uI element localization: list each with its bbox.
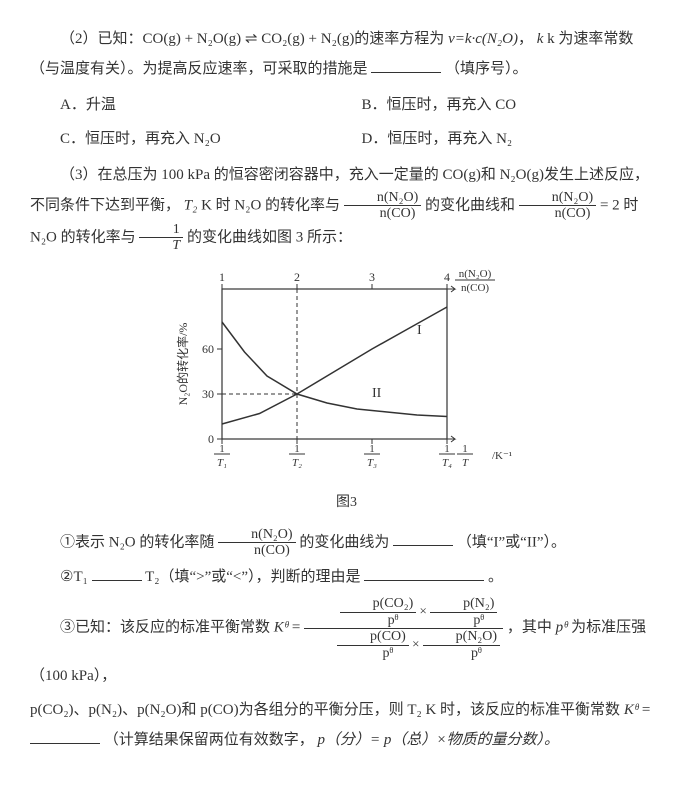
sub2-b: T₂（填“>”或“<”），判断的理由是: [145, 569, 360, 585]
svg-text:T₁: T₁: [217, 457, 227, 469]
bf-dl-d: pᶿ: [337, 646, 409, 661]
svg-text:T₃: T₃: [367, 457, 377, 469]
q2-blank[interactable]: [371, 57, 441, 73]
ratio-den: n(CO): [344, 206, 421, 221]
bf-nl: p(CO₂)pᶿ: [340, 596, 417, 628]
times1: ×: [420, 603, 427, 618]
svg-text:1: 1: [444, 443, 450, 455]
chart-container: 1234n(N₂O)n(CO)1T₁1T₂1T₃1T₄1T/K⁻¹03060N₂…: [30, 264, 663, 517]
sub2-a: ②T₁: [60, 569, 88, 585]
sub1-a: ①表示 N₂O 的转化率随: [60, 534, 218, 550]
svg-text:30: 30: [202, 387, 214, 401]
svg-text:1: 1: [462, 443, 468, 455]
sub1-frac-num: n(N₂O): [218, 527, 295, 543]
Ktheta2: Kᶿ: [624, 702, 638, 718]
sub2-blank1[interactable]: [92, 565, 142, 581]
times2: ×: [412, 636, 419, 651]
q3-intro: （3）在总压为 100 kPa 的恒容密闭容器中，充入一定量的 CO(g)和 N…: [30, 160, 663, 254]
eqval: = 2: [600, 197, 620, 213]
bf-nr-n: p(N₂): [430, 596, 497, 612]
sub3-f: （计算结果保留两位有效数字，: [104, 732, 314, 748]
svg-text:1: 1: [294, 443, 300, 455]
svg-text:0: 0: [208, 432, 214, 446]
svg-text:1: 1: [219, 443, 225, 455]
bf-dr: p(N₂O)pᶿ: [423, 629, 500, 661]
q3-c: 的变化曲线和: [425, 197, 519, 213]
ratio-num: n(N₂O): [344, 190, 421, 206]
q2-options: A．升温 B．恒压时，再充入 CO C．恒压时，再充入 N₂O D．恒压时，再充…: [60, 88, 663, 156]
rate-eq: v=k·c(N₂O): [448, 31, 518, 47]
ratio-den-2: n(CO): [519, 206, 596, 221]
big-num: p(CO₂)pᶿ × p(N₂)pᶿ: [304, 596, 503, 629]
svg-text:/K⁻¹: /K⁻¹: [492, 450, 512, 462]
sub3: ③已知：该反应的标准平衡常数 Kᶿ = p(CO₂)pᶿ × p(N₂)pᶿ p…: [30, 596, 663, 691]
sub2-blank2[interactable]: [364, 565, 484, 581]
Ktheta: Kᶿ: [274, 620, 288, 636]
svg-text:n(CO): n(CO): [460, 282, 488, 294]
sub1-blank[interactable]: [393, 530, 453, 546]
bf-nl-d: pᶿ: [340, 613, 417, 628]
svg-text:60: 60: [202, 342, 214, 356]
t2: T₂: [184, 197, 198, 213]
q3-e: 的变化曲线如图 3 所示：: [187, 229, 352, 245]
svg-text:T: T: [461, 457, 468, 469]
one-over-t-den: T: [139, 238, 183, 253]
sub3-b: ，其中: [507, 620, 556, 636]
q2-mid: ，: [518, 31, 533, 47]
bf-dl-n: p(CO): [337, 629, 409, 645]
big-den: p(CO)pᶿ × p(N₂O)pᶿ: [304, 629, 503, 661]
sub1-c: （填“I”或“II”）。: [457, 534, 566, 550]
bf-dl: p(CO)pᶿ: [337, 629, 409, 661]
q3-b: K 时 N₂O 的转化率与: [201, 197, 344, 213]
option-c[interactable]: C．恒压时，再充入 N₂O: [60, 124, 362, 154]
bf-nr: p(N₂)pᶿ: [430, 596, 497, 628]
svg-text:T₄: T₄: [442, 457, 452, 469]
sub3-a: ③已知：该反应的标准平衡常数: [60, 620, 274, 636]
sub3-d: p(CO₂)、p(N₂)、p(N₂O)和 p(CO)为各组分的平衡分压，则 T₂…: [30, 702, 624, 718]
svg-text:n(N₂O): n(N₂O): [458, 268, 491, 280]
sub1: ①表示 N₂O 的转化率随 n(N₂O) n(CO) 的变化曲线为 （填“I”或…: [30, 527, 663, 559]
svg-text:3: 3: [369, 270, 375, 284]
bf-nr-d: pᶿ: [430, 613, 497, 628]
option-b[interactable]: B．恒压时，再充入 CO: [362, 90, 664, 120]
svg-text:4: 4: [444, 270, 450, 284]
q2-before: （2）已知：CO(g) + N₂O(g) ⇌ CO₂(g) + N₂(g)的速率…: [60, 31, 448, 47]
ratio-frac: n(N₂O) n(CO): [344, 190, 421, 222]
sub2: ②T₁ T₂（填“>”或“<”），判断的理由是 。: [30, 562, 663, 592]
option-d[interactable]: D．恒压时，再充入 N₂: [362, 124, 664, 154]
svg-text:N₂O的转化率/%: N₂O的转化率/%: [175, 322, 190, 405]
svg-text:II: II: [372, 386, 382, 401]
sub3-blank[interactable]: [30, 728, 100, 744]
q2-after: （填序号）。: [445, 61, 528, 77]
sub1-b: 的变化曲线为: [299, 534, 389, 550]
one-over-t-num: 1: [139, 222, 183, 238]
option-a[interactable]: A．升温: [60, 90, 362, 120]
sub3-g: p（分）= p（总）×物质的量分数）。: [318, 732, 560, 748]
svg-text:I: I: [417, 323, 422, 338]
ratio-num-2: n(N₂O): [519, 190, 596, 206]
svg-text:2: 2: [294, 270, 300, 284]
ratio-frac-2: n(N₂O) n(CO): [519, 190, 596, 222]
sub3-e: =: [642, 702, 650, 718]
sub3-line2: p(CO₂)、p(N₂)、p(N₂O)和 p(CO)为各组分的平衡分压，则 T₂…: [30, 695, 663, 755]
one-over-t: 1 T: [139, 222, 183, 254]
svg-text:T₂: T₂: [292, 457, 302, 469]
bf-dr-d: pᶿ: [423, 646, 500, 661]
q2-text: （2）已知：CO(g) + N₂O(g) ⇌ CO₂(g) + N₂(g)的速率…: [30, 24, 663, 84]
chart-caption: 图3: [30, 489, 663, 517]
ptheta: pᶿ: [556, 620, 568, 636]
sub1-frac: n(N₂O) n(CO): [218, 527, 295, 559]
big-frac: p(CO₂)pᶿ × p(N₂)pᶿ p(CO)pᶿ × p(N₂O)pᶿ: [304, 596, 503, 661]
svg-text:1: 1: [219, 270, 225, 284]
svg-text:1: 1: [369, 443, 375, 455]
bf-dr-n: p(N₂O): [423, 629, 500, 645]
sub2-c: 。: [488, 569, 503, 585]
sub1-frac-den: n(CO): [218, 543, 295, 558]
bf-nl-n: p(CO₂): [340, 596, 417, 612]
chart-svg: 1234n(N₂O)n(CO)1T₁1T₂1T₃1T₄1T/K⁻¹03060N₂…: [167, 264, 527, 474]
sub3-eq: =: [292, 620, 300, 636]
